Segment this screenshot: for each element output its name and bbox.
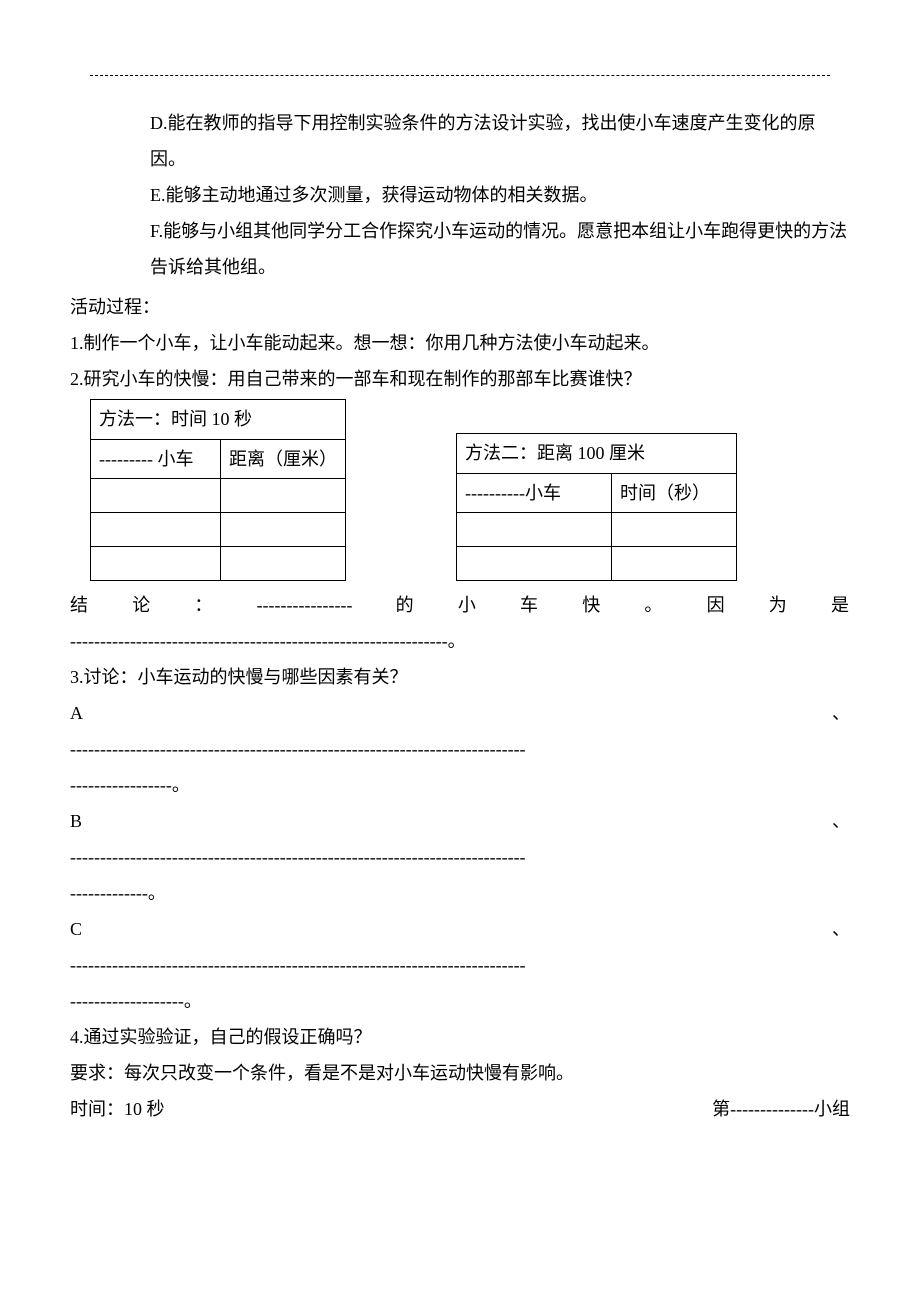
table-cell xyxy=(221,547,346,581)
table-cell xyxy=(221,513,346,547)
item-d: D.能在教师的指导下用控制实验条件的方法设计实验，找出使小车速度产生变化的原因。 xyxy=(70,105,850,177)
method-2-table: 方法二：距离 100 厘米 ----------小车 时间（秒） xyxy=(456,433,737,581)
conclusion-part: 因 xyxy=(707,587,726,623)
q3-c-tail: 、 xyxy=(832,911,850,947)
q3-c-end: -------------------。 xyxy=(70,983,850,1019)
table-cell xyxy=(612,513,737,547)
method-2-col1-header: ----------小车 xyxy=(457,473,612,513)
q3-b-end: -------------。 xyxy=(70,875,850,911)
conclusion-part: 论 xyxy=(132,587,151,623)
conclusion-line-1: 结 论 ： ---------------- 的 小 车 快 。 因 为 是 xyxy=(70,587,850,623)
q3-b-tail: 、 xyxy=(832,803,850,839)
question-4-footer: 时间：10 秒 第--------------小组 xyxy=(70,1091,850,1127)
q3-c-label: C xyxy=(70,911,82,947)
q3-c-row: C 、 xyxy=(70,911,850,947)
document-body: D.能在教师的指导下用控制实验条件的方法设计实验，找出使小车速度产生变化的原因。… xyxy=(70,105,850,1127)
q3-a-label: A xyxy=(70,695,83,731)
conclusion-part: 车 xyxy=(520,587,539,623)
q3-b-label: B xyxy=(70,803,82,839)
conclusion-part: 的 xyxy=(396,587,415,623)
q3-a-end: -----------------。 xyxy=(70,767,850,803)
conclusion-part: 为 xyxy=(769,587,788,623)
q3-a-tail: 、 xyxy=(832,695,850,731)
question-4-requirement: 要求：每次只改变一个条件，看是不是对小车运动快慢有影响。 xyxy=(70,1055,850,1091)
conclusion-blank: ---------------- xyxy=(257,587,353,623)
conclusion-part: 。 xyxy=(644,587,663,623)
method-2-title: 方法二：距离 100 厘米 xyxy=(457,434,737,474)
method-1-title: 方法一：时间 10 秒 xyxy=(91,400,346,440)
conclusion-part: ： xyxy=(194,587,213,623)
method-1-col2-header: 距离（厘米） xyxy=(221,439,346,479)
method-1-col1-header: --------- 小车 xyxy=(91,439,221,479)
table-cell xyxy=(221,479,346,513)
conclusion-part: 小 xyxy=(458,587,477,623)
q3-a-row: A 、 xyxy=(70,695,850,731)
top-horizontal-rule xyxy=(90,75,830,76)
question-3-head: 3.讨论：小车运动的快慢与哪些因素有关？ xyxy=(70,659,850,695)
q3-b-line: ----------------------------------------… xyxy=(70,839,850,875)
method-2-col2-header: 时间（秒） xyxy=(612,473,737,513)
table-cell xyxy=(91,547,221,581)
question-1: 1.制作一个小车，让小车能动起来。想一想：你用几种方法使小车动起来。 xyxy=(70,325,850,361)
q4-time: 时间：10 秒 xyxy=(70,1091,165,1127)
activity-process-heading: 活动过程： xyxy=(70,289,850,325)
conclusion-part: 快 xyxy=(582,587,601,623)
conclusion-part: 是 xyxy=(831,587,850,623)
q3-b-row: B 、 xyxy=(70,803,850,839)
table-cell xyxy=(457,547,612,581)
item-e: E.能够主动地通过多次测量，获得运动物体的相关数据。 xyxy=(70,177,850,213)
item-f: F.能够与小组其他同学分工合作探究小车运动的情况。愿意把本组让小车跑得更快的方法… xyxy=(70,213,850,285)
tables-container: 方法一：时间 10 秒 --------- 小车 距离（厘米） 方法二：距离 1… xyxy=(90,399,850,581)
conclusion-part: 结 xyxy=(70,587,89,623)
method-1-table: 方法一：时间 10 秒 --------- 小车 距离（厘米） xyxy=(90,399,346,581)
table-cell xyxy=(91,513,221,547)
q3-c-line: ----------------------------------------… xyxy=(70,947,850,983)
table-cell xyxy=(91,479,221,513)
conclusion-line-2: ----------------------------------------… xyxy=(70,623,850,659)
question-2: 2.研究小车的快慢：用自己带来的一部车和现在制作的那部车比赛谁快？ xyxy=(70,361,850,397)
table-cell xyxy=(612,547,737,581)
table-cell xyxy=(457,513,612,547)
question-4-head: 4.通过实验验证，自己的假设正确吗？ xyxy=(70,1019,850,1055)
q3-a-line: ----------------------------------------… xyxy=(70,731,850,767)
q4-group: 第--------------小组 xyxy=(712,1091,850,1127)
